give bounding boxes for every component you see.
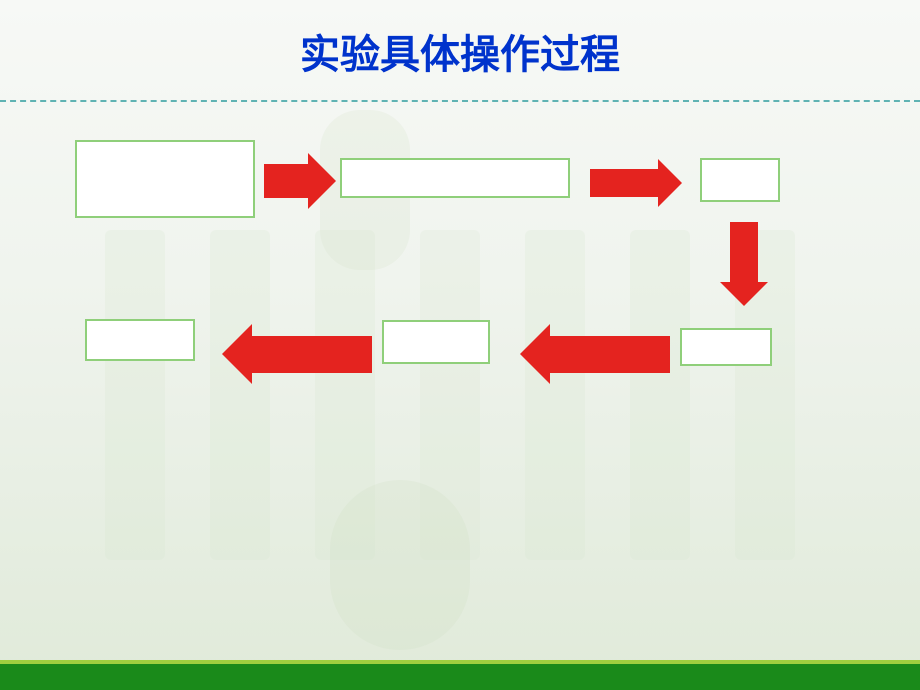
flow-node-n3 bbox=[700, 158, 780, 202]
flow-node-n4 bbox=[680, 328, 772, 366]
bg-decoration bbox=[525, 230, 585, 560]
flow-node-n1 bbox=[75, 140, 255, 218]
bg-decoration bbox=[105, 230, 165, 560]
flow-node-n5 bbox=[382, 320, 490, 364]
slide-title: 实验具体操作过程 bbox=[0, 22, 920, 80]
title-divider bbox=[0, 100, 920, 102]
bg-decoration bbox=[630, 230, 690, 560]
bg-decoration bbox=[330, 480, 470, 650]
slide-footer bbox=[0, 660, 920, 690]
flow-node-n6 bbox=[85, 319, 195, 361]
flow-node-n2 bbox=[340, 158, 570, 198]
footer-main-band bbox=[0, 664, 920, 690]
bg-decoration bbox=[210, 230, 270, 560]
